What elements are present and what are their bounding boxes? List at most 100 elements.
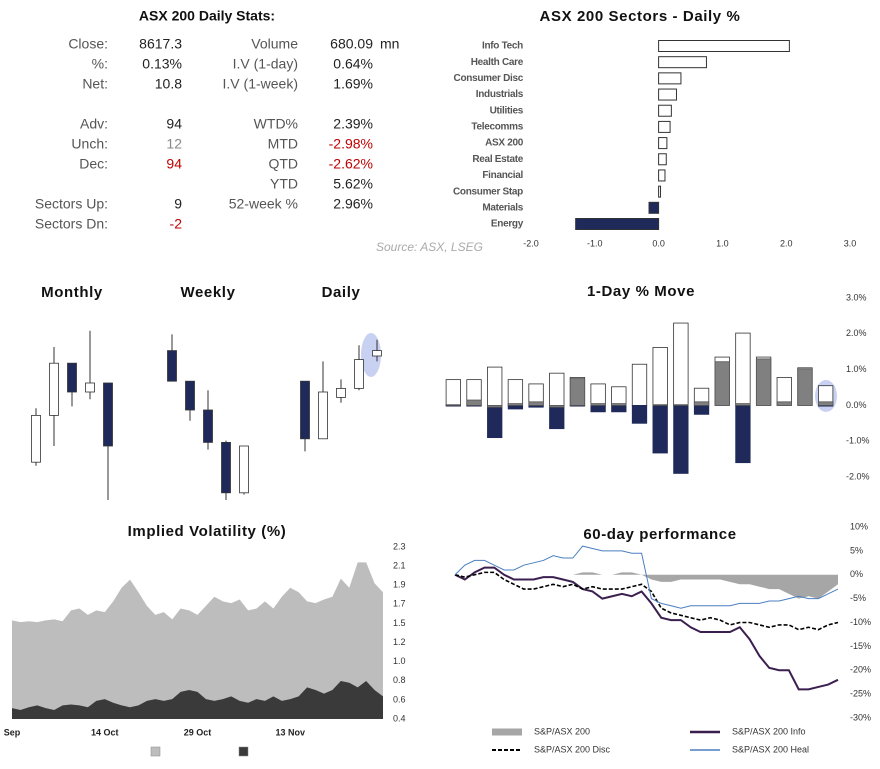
- legend-label: S&P/ASX 200 Heal: [732, 744, 809, 754]
- y-tick-label: -20%: [850, 665, 871, 675]
- bar: [507, 379, 524, 406]
- stat-label: WTD%: [254, 116, 298, 132]
- bar: [611, 404, 627, 413]
- chart-title: Weekly: [180, 284, 235, 301]
- y-tick-label: -25%: [850, 689, 871, 699]
- category-label: Health Care: [471, 57, 524, 68]
- candle-body: [318, 391, 328, 440]
- chart-title: 1-Day % Move: [587, 283, 695, 300]
- y-tick-label: 1.7: [393, 599, 406, 609]
- x-tick-label: 29 Oct: [184, 727, 212, 737]
- candle-body: [31, 414, 41, 463]
- candle-body: [300, 380, 310, 440]
- bar: [658, 88, 677, 101]
- stat-label: MTD: [268, 136, 298, 152]
- category-label: Materials: [482, 202, 523, 213]
- bar: [445, 379, 461, 406]
- stat-value: -2.98%: [329, 136, 373, 152]
- category-label: Utilities: [490, 105, 524, 116]
- candle-body: [67, 362, 77, 393]
- x-tick-label: Sep: [4, 727, 21, 737]
- x-tick-label: 3.0: [844, 238, 857, 248]
- y-tick-label: 5%: [850, 545, 863, 555]
- chart-title: Monthly: [41, 284, 103, 301]
- legend-label: S&P/ASX 200 Disc: [534, 744, 611, 754]
- bar: [652, 404, 668, 406]
- category-label: Real Estate: [472, 154, 523, 165]
- stat-label: Dec:: [79, 156, 108, 172]
- bar: [590, 403, 606, 406]
- bar: [652, 404, 668, 454]
- y-tick-label: 1.0%: [846, 364, 867, 374]
- y-tick-label: 0.6: [393, 694, 406, 704]
- area: [12, 562, 383, 719]
- stat-label: I.V (1-day): [233, 56, 298, 72]
- line: [454, 545, 839, 609]
- category-label: ASX 200: [485, 138, 524, 149]
- x-tick-label: 14 Oct: [91, 727, 119, 737]
- y-tick-label: 1.9: [393, 580, 406, 590]
- bar: [466, 399, 482, 406]
- candle-body: [103, 382, 113, 447]
- bar: [549, 404, 565, 408]
- y-tick-label: 3.0%: [846, 292, 867, 302]
- stat-value: 680.09: [330, 36, 373, 52]
- stat-label: Volume: [251, 36, 298, 52]
- y-tick-label: 2.3: [393, 541, 406, 551]
- candle-body: [167, 350, 177, 382]
- category-label: Consumer Stap: [453, 186, 523, 197]
- stat-label: YTD: [270, 176, 298, 192]
- candle-body: [372, 350, 382, 357]
- bar: [658, 169, 666, 182]
- bar: [658, 72, 682, 85]
- bar: [797, 368, 813, 406]
- y-tick-label: -1.0%: [846, 436, 870, 446]
- candle-body: [239, 445, 249, 494]
- bar: [648, 201, 660, 214]
- bar: [569, 378, 586, 406]
- stat-value: 2.96%: [333, 196, 373, 212]
- stat-value: 10.8: [155, 76, 182, 92]
- bar: [590, 404, 606, 413]
- y-tick-label: -15%: [850, 641, 871, 651]
- y-tick-label: -30%: [850, 712, 871, 722]
- bar: [658, 153, 667, 166]
- stat-label: I.V (1-week): [223, 76, 298, 92]
- legend-label: S&P/ASX 200 Info: [732, 726, 806, 736]
- bar: [735, 404, 751, 464]
- bar: [658, 120, 671, 133]
- line: [454, 566, 839, 691]
- bar: [776, 401, 792, 406]
- bar: [735, 332, 751, 406]
- y-tick-label: -5%: [850, 593, 866, 603]
- category-label: Consumer Disc: [454, 73, 524, 84]
- stat-value: 1.69%: [333, 76, 373, 92]
- chart-title: Daily: [322, 284, 361, 301]
- bar: [735, 403, 751, 406]
- bar: [590, 383, 606, 406]
- y-tick-label: 0.8: [393, 675, 406, 685]
- category-label: Financial: [482, 170, 523, 181]
- stats-title: ASX 200 Daily Stats:: [139, 8, 275, 24]
- legend-marker: [238, 746, 249, 757]
- bar: [658, 185, 662, 198]
- candle-body: [203, 409, 213, 443]
- stat-value: 12: [166, 136, 182, 152]
- bar: [445, 404, 461, 406]
- bar: [776, 377, 792, 406]
- stat-label: Sectors Dn:: [35, 216, 108, 232]
- category-label: Info Tech: [482, 41, 523, 52]
- bar: [611, 403, 627, 406]
- candle-body: [336, 387, 346, 398]
- bar: [575, 218, 660, 230]
- bar: [507, 404, 524, 410]
- stat-value: 94: [166, 116, 182, 132]
- y-tick-label: -10%: [850, 617, 871, 627]
- stat-value: 0.13%: [142, 56, 182, 72]
- y-tick-label: 10%: [850, 521, 868, 531]
- stat-label: Sectors Up:: [35, 196, 108, 212]
- source-note: Source: ASX, LSEG: [376, 240, 483, 254]
- bar: [818, 401, 834, 406]
- y-tick-label: 2.0%: [846, 328, 867, 338]
- stat-value: 5.62%: [333, 176, 373, 192]
